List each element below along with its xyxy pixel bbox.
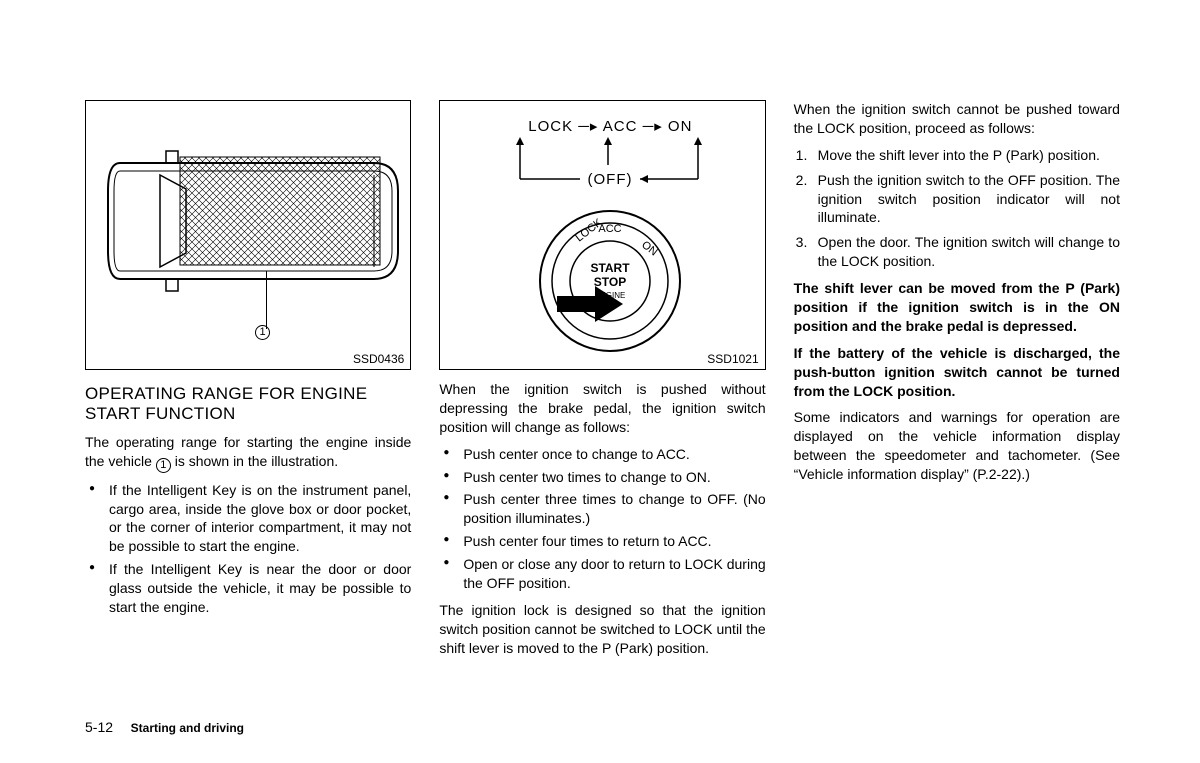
page-footer: 5-12 Starting and driving	[85, 719, 244, 735]
figure-ignition-switch: LOCK ─▸ ACC ─▸ ON (OFF)	[439, 100, 765, 370]
col2-outro: The ignition lock is designed so that th…	[439, 601, 765, 658]
intro-text-post: is shown in the illustration.	[171, 453, 338, 469]
flow-top-row: LOCK ─▸ ACC ─▸ ON	[490, 117, 730, 137]
section-name: Starting and driving	[131, 721, 244, 735]
flow-off-label: (OFF)	[588, 171, 633, 187]
start-stop-button-icon: LOCK ACC ON START STOP ENGINE	[535, 206, 685, 356]
col3-intro: When the ignition switch cannot be pushe…	[794, 100, 1120, 138]
column-3: When the ignition switch cannot be pushe…	[794, 100, 1120, 666]
list-item: Push center once to change to ACC.	[439, 445, 765, 464]
page-number: 5-12	[85, 719, 113, 735]
col2-bullet-list: Push center once to change to ACC. Push …	[439, 445, 765, 593]
page-content: 1 SSD0436 OPERATING RANGE FOR ENGINE STA…	[0, 0, 1200, 706]
ignition-flow-diagram: LOCK ─▸ ACC ─▸ ON (OFF)	[490, 117, 730, 194]
list-item: Open or close any door to return to LOCK…	[439, 555, 765, 593]
svg-text:ACC: ACC	[599, 223, 622, 235]
column-1: 1 SSD0436 OPERATING RANGE FOR ENGINE STA…	[85, 100, 411, 666]
operating-range-hatch-icon	[164, 151, 400, 291]
intro-paragraph: The operating range for starting the eng…	[85, 433, 411, 473]
callout-number-1: 1	[255, 325, 270, 340]
col2-intro: When the ignition switch is pushed witho…	[439, 380, 765, 437]
list-item: Push center three times to change to OFF…	[439, 490, 765, 528]
list-item: If the Intelligent Key is on the instrum…	[85, 481, 411, 557]
callout-leader-line	[266, 271, 267, 329]
list-item: If the Intelligent Key is near the door …	[85, 560, 411, 617]
svg-text:STOP: STOP	[594, 275, 626, 289]
col1-bullet-list: If the Intelligent Key is on the instrum…	[85, 481, 411, 617]
figure-code: SSD1021	[707, 351, 758, 367]
inline-callout-1: 1	[156, 458, 171, 473]
section-heading: OPERATING RANGE FOR ENGINE START FUNCTIO…	[85, 384, 411, 425]
col3-bold-note-2: If the battery of the vehicle is dischar…	[794, 344, 1120, 401]
list-item: Open the door. The ignition switch will …	[794, 233, 1120, 271]
list-item: Push center two times to change to ON.	[439, 468, 765, 487]
flow-arrows-icon: (OFF)	[490, 137, 730, 187]
column-2: LOCK ─▸ ACC ─▸ ON (OFF)	[439, 100, 765, 666]
list-item: Push center four times to return to ACC.	[439, 532, 765, 551]
svg-text:ON: ON	[639, 239, 659, 259]
col3-numbered-list: Move the shift lever into the P (Park) p…	[794, 146, 1120, 271]
list-item: Push the ignition switch to the OFF posi…	[794, 171, 1120, 228]
col3-outro: Some indicators and warnings for operati…	[794, 408, 1120, 484]
figure-code: SSD0436	[353, 351, 404, 367]
svg-text:START: START	[591, 261, 631, 275]
col3-bold-note-1: The shift lever can be moved from the P …	[794, 279, 1120, 336]
list-item: Move the shift lever into the P (Park) p…	[794, 146, 1120, 165]
figure-operating-range: 1 SSD0436	[85, 100, 411, 370]
